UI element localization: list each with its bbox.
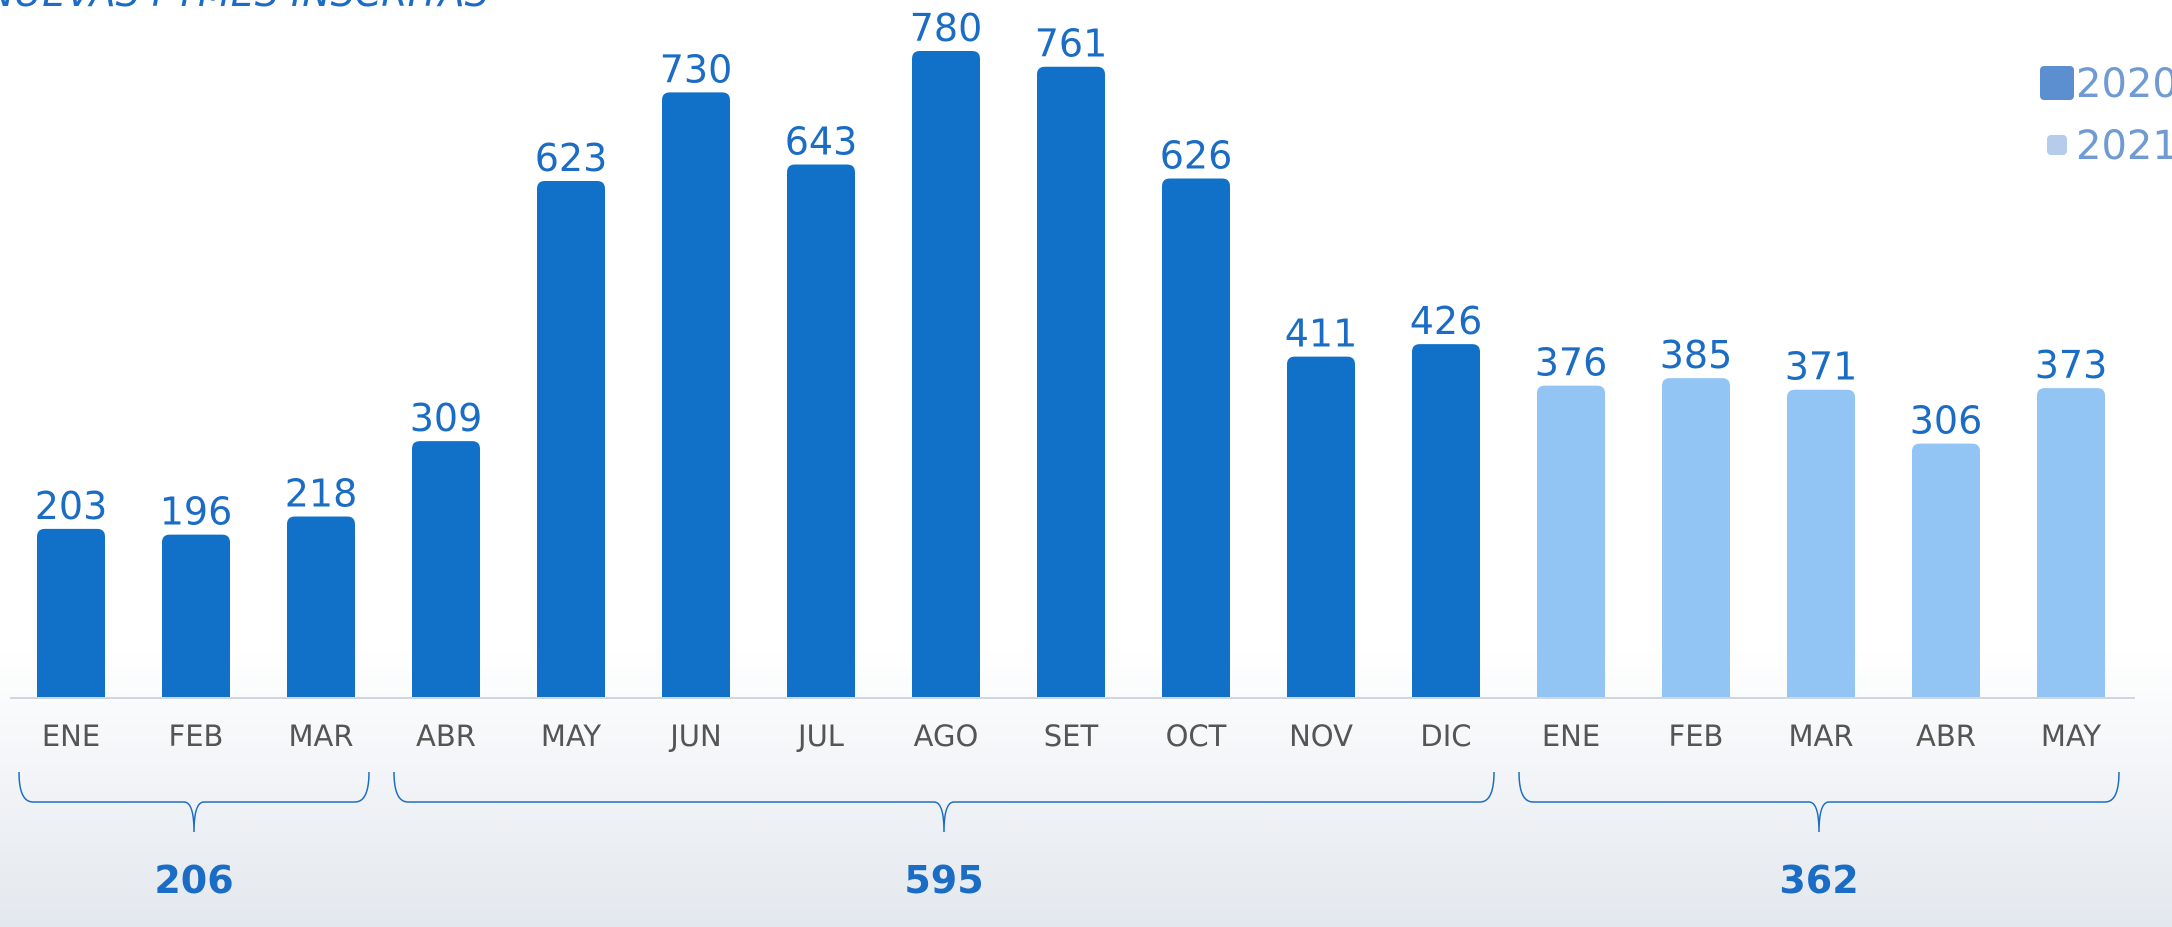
x-tick-label: ENE <box>1542 719 1600 753</box>
legend-swatch <box>2047 135 2067 155</box>
x-tick-label: MAR <box>1788 719 1853 753</box>
value-label: 780 <box>910 6 983 50</box>
bar <box>1537 385 1605 697</box>
value-label: 203 <box>35 484 108 528</box>
legend-label: 2021 <box>2076 123 2172 169</box>
x-tick-label: ENE <box>42 719 100 753</box>
value-label: 196 <box>160 490 233 534</box>
group-label: 362 <box>1779 858 1858 902</box>
bar <box>537 181 605 697</box>
value-label: 643 <box>785 119 858 163</box>
x-tick-label: OCT <box>1166 719 1227 753</box>
x-tick-label: MAY <box>541 719 602 753</box>
bar <box>662 92 730 697</box>
x-tick-label: MAY <box>2041 719 2102 753</box>
legend-swatch <box>2040 66 2074 100</box>
value-label: 373 <box>2035 343 2108 387</box>
x-tick-label: SET <box>1044 719 1099 753</box>
chart-title: NUEVAS PYMES INSCRITAS <box>0 0 489 15</box>
bar <box>1662 378 1730 697</box>
group-bracket <box>1518 771 2120 833</box>
bar <box>912 51 980 697</box>
bar <box>1037 66 1105 697</box>
value-label: 623 <box>535 136 608 180</box>
x-tick-label: FEB <box>1669 719 1724 753</box>
x-tick-label: ABR <box>1916 719 1976 753</box>
group-label: 595 <box>904 858 983 902</box>
group-bracket <box>18 771 370 833</box>
bar <box>287 516 355 697</box>
x-tick-label: FEB <box>169 719 224 753</box>
value-label: 626 <box>1160 134 1233 178</box>
value-label: 309 <box>410 396 483 440</box>
bar <box>787 164 855 697</box>
x-tick-label: DIC <box>1420 719 1471 753</box>
x-tick-label: JUL <box>796 719 844 753</box>
bar <box>2037 388 2105 697</box>
value-label: 426 <box>1410 299 1483 343</box>
bar <box>1162 178 1230 698</box>
legend-label: 2020 <box>2076 61 2172 107</box>
value-label: 411 <box>1285 312 1358 356</box>
group-bracket <box>393 771 1495 833</box>
value-label: 761 <box>1035 22 1108 66</box>
bar <box>412 441 480 697</box>
bar <box>1412 344 1480 697</box>
value-label: 371 <box>1785 345 1858 389</box>
bar <box>1912 443 1980 697</box>
x-tick-label: AGO <box>914 719 979 753</box>
x-tick-label: MAR <box>288 719 353 753</box>
bar <box>1287 356 1355 697</box>
x-tick-label: NOV <box>1289 719 1353 753</box>
value-label: 306 <box>1910 399 1983 443</box>
value-label: 218 <box>285 471 358 515</box>
bar <box>1787 389 1855 697</box>
x-tick-label: ABR <box>416 719 476 753</box>
bar <box>162 534 230 697</box>
value-label: 730 <box>660 47 733 91</box>
bar <box>37 528 105 697</box>
group-label: 206 <box>154 858 233 902</box>
value-label: 385 <box>1660 333 1733 377</box>
value-label: 376 <box>1535 341 1608 385</box>
x-tick-label: JUN <box>668 719 721 753</box>
